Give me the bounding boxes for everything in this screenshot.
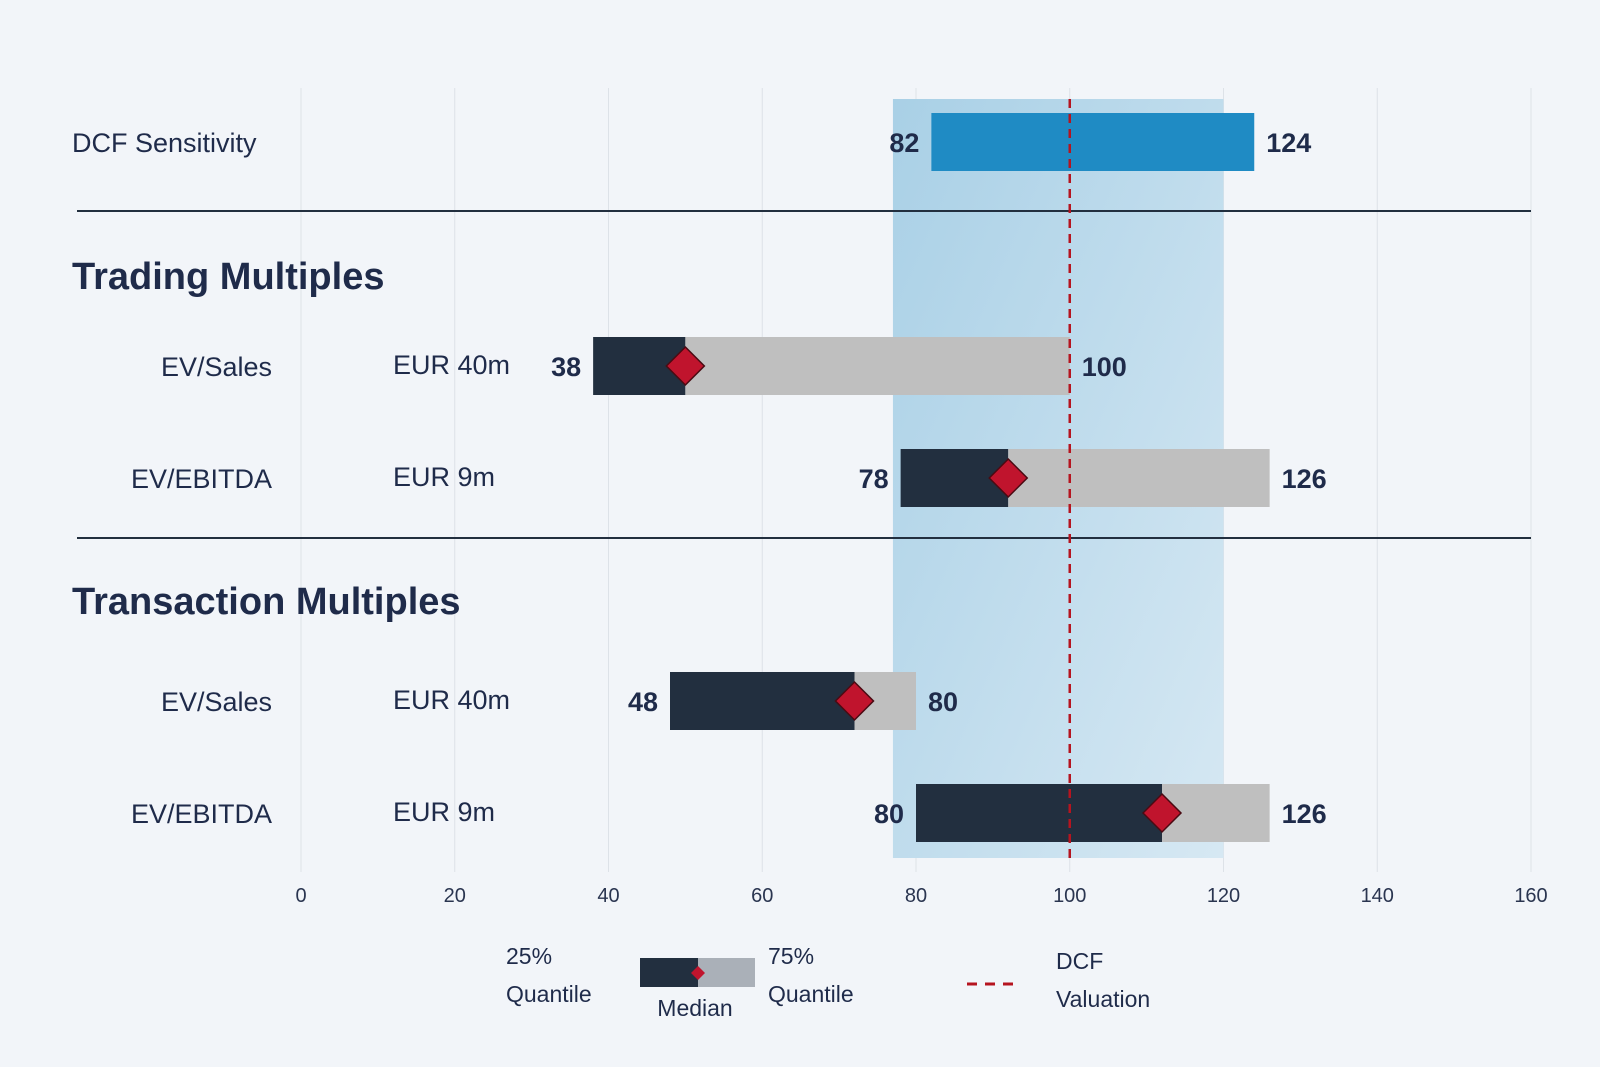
row-label: EV/Sales xyxy=(161,352,272,382)
legend-dcf-line1: DCF xyxy=(1056,948,1103,974)
high-value-label: 100 xyxy=(1082,352,1127,382)
x-tick-label: 80 xyxy=(905,885,927,907)
x-axis-ticks: 0 20 40 60 80 100 120 140 160 xyxy=(295,885,1547,907)
median-marker xyxy=(1141,792,1183,834)
q25-bar xyxy=(916,784,1162,842)
legend-q75-swatch xyxy=(698,958,755,987)
row-label: EV/EBITDA xyxy=(131,799,272,829)
legend-q75-line1: 75% xyxy=(768,943,814,969)
low-value-label: 78 xyxy=(859,464,889,494)
bars xyxy=(593,113,1270,842)
row-label: EV/EBITDA xyxy=(131,464,272,494)
q75-bar xyxy=(685,337,1070,395)
low-value-label: 38 xyxy=(551,352,581,382)
row-label: EV/Sales xyxy=(161,687,272,717)
legend-q25-line2: Quantile xyxy=(506,981,592,1007)
legend-q25-line1: 25% xyxy=(506,943,552,969)
x-tick-label: 20 xyxy=(444,885,466,907)
labels: DCF Sensitivity 82 124 Trading Multiples EV/… xyxy=(72,128,1327,829)
legend: 25% Quantile Median 75% Quantile DCF Valuation xyxy=(506,943,1150,1021)
x-tick-label: 120 xyxy=(1207,885,1240,907)
x-tick-label: 40 xyxy=(597,885,619,907)
x-tick-label: 100 xyxy=(1053,885,1086,907)
x-tick-label: 160 xyxy=(1514,885,1547,907)
section-separators xyxy=(77,210,1531,539)
legend-dcf-line2: Valuation xyxy=(1056,986,1150,1012)
x-tick-label: 140 xyxy=(1361,885,1394,907)
section-title: Trading Multiples xyxy=(72,256,384,298)
legend-q75-line2: Quantile xyxy=(768,981,854,1007)
low-value-label: 48 xyxy=(628,687,658,717)
x-tick-label: 60 xyxy=(751,885,773,907)
high-value-label: 126 xyxy=(1282,799,1327,829)
row-metric: EUR 9m xyxy=(393,462,495,492)
row-label: DCF Sensitivity xyxy=(72,128,257,158)
median-marker xyxy=(834,680,875,722)
legend-q25-swatch xyxy=(640,958,698,987)
low-value-label: 82 xyxy=(889,128,919,158)
median-marker xyxy=(988,457,1029,499)
dcf-sensitivity-bar xyxy=(931,113,1255,171)
high-value-label: 80 xyxy=(928,687,958,717)
q25-bar xyxy=(670,672,855,730)
legend-median-swatch xyxy=(691,966,705,980)
high-value-label: 124 xyxy=(1266,128,1311,158)
section-title: Transaction Multiples xyxy=(72,581,461,623)
median-marker xyxy=(665,345,706,387)
legend-median-label: Median xyxy=(657,995,732,1021)
row-metric: EUR 40m xyxy=(393,350,510,380)
row-metric: EUR 40m xyxy=(393,685,510,715)
high-value-label: 126 xyxy=(1282,464,1327,494)
low-value-label: 80 xyxy=(874,799,904,829)
x-tick-label: 0 xyxy=(295,885,306,907)
q75-bar xyxy=(1008,449,1270,507)
row-metric: EUR 9m xyxy=(393,797,495,827)
